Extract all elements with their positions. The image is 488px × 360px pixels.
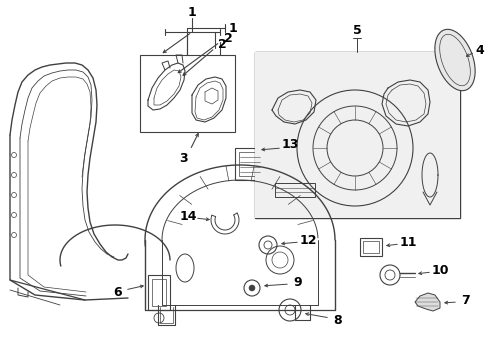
Bar <box>362 241 378 253</box>
Circle shape <box>248 285 254 291</box>
Bar <box>152 279 165 306</box>
Bar <box>274 183 314 197</box>
Text: 5: 5 <box>352 23 361 36</box>
Text: 12: 12 <box>299 234 316 248</box>
Text: 1: 1 <box>228 22 237 35</box>
Text: 4: 4 <box>475 44 484 57</box>
Bar <box>254 52 459 218</box>
Polygon shape <box>434 29 474 91</box>
Bar <box>235 148 264 180</box>
Text: 10: 10 <box>430 265 448 278</box>
Bar <box>140 55 235 132</box>
Bar <box>254 52 459 218</box>
Text: 8: 8 <box>333 314 342 327</box>
Text: 9: 9 <box>293 276 302 289</box>
Text: 3: 3 <box>178 152 187 165</box>
Text: 2: 2 <box>217 37 226 50</box>
Polygon shape <box>414 293 439 311</box>
Text: 11: 11 <box>398 237 416 249</box>
Bar <box>148 275 170 310</box>
Text: 7: 7 <box>460 294 468 307</box>
Text: 13: 13 <box>281 139 298 152</box>
Bar <box>239 152 261 176</box>
Text: 6: 6 <box>113 285 122 298</box>
Bar <box>359 238 381 256</box>
Text: 1: 1 <box>187 5 196 18</box>
Text: 14: 14 <box>179 211 196 224</box>
Text: 2: 2 <box>223 31 232 45</box>
